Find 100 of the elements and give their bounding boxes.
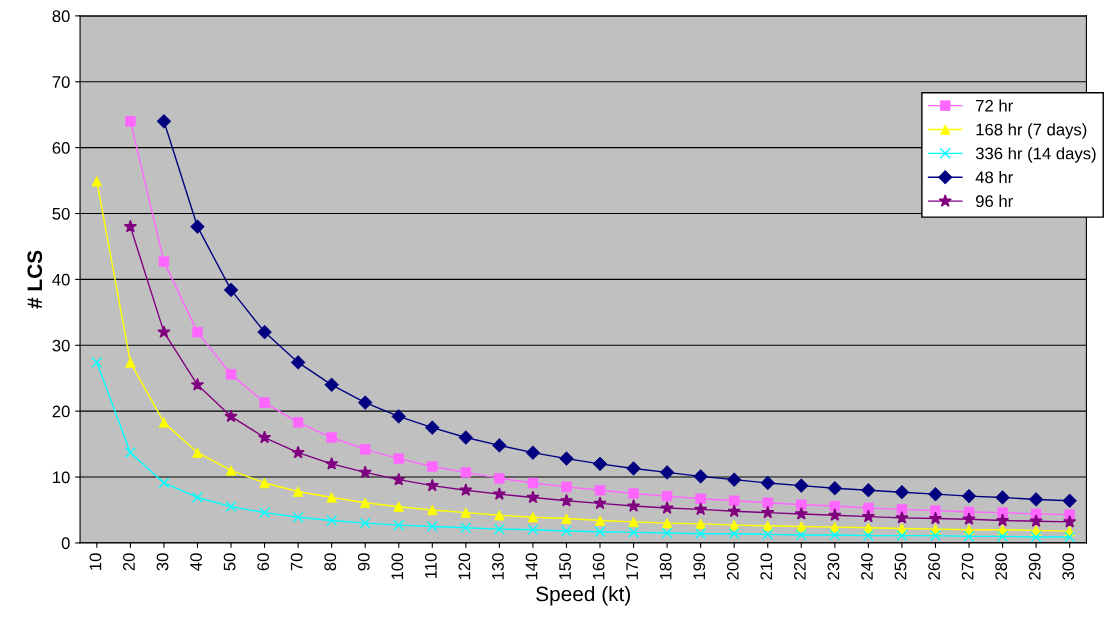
point: [594, 526, 606, 538]
point: [1063, 514, 1077, 528]
point: [862, 530, 874, 542]
point: [997, 530, 1009, 542]
legend-label: 48 hr: [975, 171, 1013, 184]
x-tick-label: 160: [592, 553, 605, 580]
point: [559, 493, 574, 507]
point: [525, 445, 541, 460]
point: [929, 530, 942, 542]
legend-label: 72 hr: [976, 99, 1013, 112]
point: [426, 520, 438, 533]
point: [291, 445, 305, 459]
point: [190, 377, 205, 391]
point: [995, 513, 1010, 527]
y-tick-label: 10: [53, 471, 70, 484]
point: [325, 456, 339, 470]
x-tick-label: 210: [760, 553, 773, 580]
point: [359, 497, 371, 508]
point: [292, 511, 304, 523]
point: [326, 514, 338, 527]
point: [727, 504, 741, 518]
x-tick-label: 280: [995, 553, 1008, 580]
y-tick-label: 50: [52, 207, 70, 220]
x-tick-label: 240: [861, 553, 873, 580]
point: [492, 487, 507, 500]
point: [1064, 531, 1076, 543]
x-tick-label: 150: [559, 553, 571, 580]
point: [560, 525, 573, 537]
point: [728, 528, 740, 540]
point: [259, 507, 271, 519]
point: [393, 519, 405, 531]
point: [190, 219, 205, 234]
x-tick-label: 90: [357, 553, 370, 571]
point: [661, 527, 673, 539]
point: [493, 523, 505, 535]
legend-label: 168 hr (7 days): [976, 123, 1087, 139]
point: [695, 493, 706, 504]
point: [795, 529, 807, 541]
point: [460, 522, 472, 534]
point: [526, 490, 540, 504]
point: [225, 501, 237, 513]
x-tick-label: 300: [1062, 553, 1075, 580]
x-tick-label: 40: [190, 553, 202, 571]
x-tick-label: 190: [693, 553, 706, 580]
point: [357, 395, 373, 410]
x-tick-label: 200: [726, 553, 739, 580]
x-tick-label: 260: [928, 553, 940, 580]
point: [861, 509, 876, 523]
x-tick-label: 270: [961, 553, 974, 580]
point: [695, 528, 707, 540]
x-axis-title: Speed (kt): [536, 586, 631, 606]
x-tick-label: 120: [458, 553, 471, 580]
point: [895, 510, 909, 524]
y-tick-label: 70: [52, 76, 70, 88]
point: [459, 483, 473, 496]
point: [123, 219, 138, 233]
legend-label: 96 hr: [976, 194, 1013, 208]
point: [358, 465, 372, 479]
point: [628, 526, 640, 538]
y-tick-label: 80: [52, 10, 70, 23]
x-tick-label: 250: [894, 553, 907, 580]
x-tick-label: 130: [492, 553, 504, 580]
point: [1029, 514, 1043, 527]
x-tick-label: 50: [223, 553, 236, 571]
x-tick-label: 70: [290, 553, 303, 571]
point: [762, 528, 774, 540]
point: [896, 530, 908, 542]
legend-label: 336 hr (14 days): [975, 147, 1096, 163]
y-tick-label: 30: [52, 339, 70, 352]
x-tick-label: 30: [156, 553, 169, 571]
point: [527, 524, 539, 536]
point: [91, 356, 103, 368]
point: [1030, 531, 1042, 543]
x-tick-label: 20: [123, 553, 135, 571]
point: [928, 511, 943, 525]
point: [593, 496, 607, 510]
y-tick-label: 60: [52, 142, 70, 154]
point: [760, 475, 775, 491]
x-tick-label: 80: [324, 553, 337, 571]
x-tick-label: 140: [525, 553, 538, 580]
point: [359, 517, 371, 529]
point: [157, 325, 171, 338]
point: [392, 472, 406, 486]
point: [191, 491, 204, 504]
y-tick-label: 20: [52, 405, 70, 418]
point: [158, 477, 170, 489]
point: [660, 501, 674, 514]
point: [794, 506, 808, 520]
y-axis-title: # LCS: [27, 250, 43, 309]
y-tick-label: 0: [61, 537, 70, 550]
point: [962, 512, 976, 525]
point: [290, 355, 306, 370]
x-tick-label: 180: [659, 553, 672, 580]
x-tick-label: 60: [257, 553, 270, 571]
x-tick-label: 10: [89, 553, 102, 570]
point: [391, 409, 406, 424]
x-tick-label: 170: [626, 553, 639, 580]
x-tick-label: 100: [391, 553, 404, 580]
point: [761, 505, 775, 519]
x-tick-label: 110: [424, 553, 437, 578]
